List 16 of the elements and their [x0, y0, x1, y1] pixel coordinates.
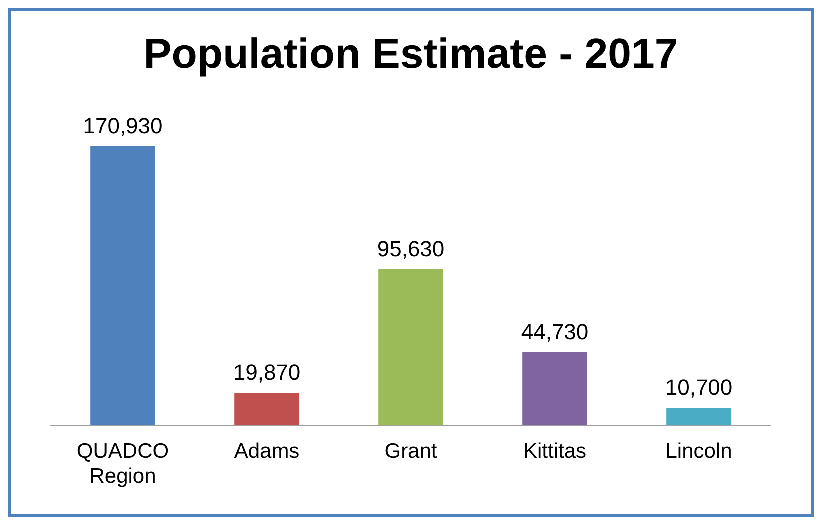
- bar: [378, 269, 444, 426]
- x-tick-label: Grant: [384, 440, 438, 463]
- chart-title: Population Estimate - 2017: [144, 30, 678, 77]
- x-tick-label: QUADCO Region: [76, 440, 170, 488]
- bar: [666, 408, 732, 426]
- bar: [234, 393, 300, 426]
- data-label: 95,630: [377, 236, 445, 262]
- bar: [522, 352, 588, 426]
- x-tick-label: Lincoln: [666, 440, 732, 463]
- data-label: 10,700: [665, 375, 733, 400]
- bar: [90, 146, 156, 426]
- x-tick-label: Adams: [234, 440, 300, 463]
- data-label: 170,930: [83, 113, 163, 138]
- x-tick-label: Kittitas: [523, 440, 587, 463]
- data-label: 19,870: [233, 360, 301, 386]
- data-label: 44,730: [521, 320, 589, 345]
